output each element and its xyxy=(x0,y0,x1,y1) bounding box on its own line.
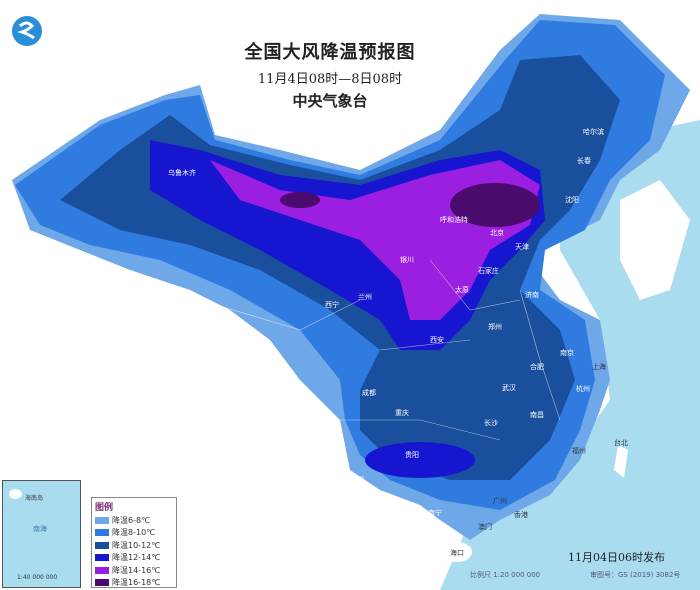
inset-sea-label: 南海 xyxy=(33,525,47,533)
cma-logo xyxy=(12,16,42,46)
legend-item: 降温14-16℃ xyxy=(95,564,173,577)
legend: 图例 降温6-8℃ 降温8-10℃ 降温10-12℃ 降温12-14℃ 降温14-16℃… xyxy=(91,497,177,588)
city-label: 贵阳 xyxy=(405,451,419,459)
cooling-12-14-area-south xyxy=(365,442,475,478)
city-label: 北京 xyxy=(490,229,504,237)
city-label: 合肥 xyxy=(530,363,544,371)
city-label: 乌鲁木齐 xyxy=(168,169,196,177)
legend-item: 降温8-10℃ xyxy=(95,527,173,540)
no-cooling-area xyxy=(30,240,340,450)
forecast-period: 11月4日08时—8日08时 xyxy=(257,72,403,87)
city-label: 哈尔滨 xyxy=(583,128,604,136)
legend-item: 降温12-14℃ xyxy=(95,552,173,565)
legend-swatch xyxy=(95,516,109,524)
legend-label: 降温8-10℃ xyxy=(112,528,156,538)
legend-label: 降温10-12℃ xyxy=(112,540,161,550)
legend-item: 降温16-18℃ xyxy=(95,577,173,590)
city-label: 拉萨 xyxy=(212,366,226,374)
city-label: 沈阳 xyxy=(565,196,579,204)
city-label: 澳门 xyxy=(478,523,492,531)
legend-title: 图例 xyxy=(95,503,114,513)
legend-item: 降温6-8℃ xyxy=(95,514,173,527)
taiwan-island xyxy=(614,445,628,478)
map-approval-number: 审图号：GS (2019) 3082号 xyxy=(590,571,681,579)
city-label: 上海 xyxy=(592,363,606,371)
city-label: 呼和浩特 xyxy=(440,216,468,224)
city-label: 南宁 xyxy=(428,509,442,517)
city-label: 香港 xyxy=(514,511,528,519)
legend-label: 降温12-14℃ xyxy=(112,553,161,563)
city-label: 石家庄 xyxy=(478,267,499,275)
city-label: 广州 xyxy=(493,497,507,505)
city-label: 西宁 xyxy=(325,301,339,309)
city-label: 兰州 xyxy=(358,293,372,301)
hainan-island xyxy=(442,542,472,562)
legend-swatch xyxy=(95,541,109,549)
city-label: 武汉 xyxy=(502,384,516,392)
cooling-16-18-area xyxy=(450,183,540,227)
city-label: 西安 xyxy=(430,336,444,344)
south-china-sea-inset: 海南岛 南海 1:40 000 000 xyxy=(2,480,81,588)
issuer: 中央气象台 xyxy=(292,92,368,110)
city-label: 银川 xyxy=(400,256,414,264)
legend-item: 降温10-12℃ xyxy=(95,539,173,552)
map-scale: 比例尺 1:20 000 000 xyxy=(470,571,541,579)
city-label: 海口 xyxy=(450,549,464,557)
city-label: 杭州 xyxy=(576,385,590,393)
province-borders xyxy=(199,259,561,441)
city-label: 长沙 xyxy=(484,419,498,427)
inset-island-label: 海南岛 xyxy=(25,495,44,502)
legend-swatch xyxy=(95,579,109,587)
korea-land xyxy=(620,180,690,300)
city-label: 成都 xyxy=(362,389,376,397)
city-label: 南京 xyxy=(560,349,574,357)
city-label: 南昌 xyxy=(530,411,544,419)
legend-swatch xyxy=(95,529,109,537)
city-label: 长春 xyxy=(577,157,591,165)
city-label: 济南 xyxy=(525,291,539,299)
map-title: 全国大风降温预报图 xyxy=(244,42,416,63)
city-label: 太原 xyxy=(455,286,469,294)
city-label: 昆明 xyxy=(350,476,364,484)
issue-time: 11月04日06时发布 xyxy=(568,551,665,564)
legend-swatch xyxy=(95,554,109,562)
inset-hainan-island xyxy=(9,489,22,499)
legend-label: 降温14-16℃ xyxy=(112,565,161,575)
legend-swatch xyxy=(95,566,109,574)
map-title-block: 全国大风降温预报图 11月4日08时—8日08时 中央气象台 xyxy=(220,38,440,111)
city-label: 天津 xyxy=(515,243,529,251)
legend-label: 降温6-8℃ xyxy=(112,515,151,525)
city-label: 郑州 xyxy=(488,323,502,331)
cooling-16-18-area-west xyxy=(280,192,320,208)
city-label: 福州 xyxy=(572,447,586,455)
inset-scale: 1:40 000 000 xyxy=(17,574,58,581)
legend-label: 降温16-18℃ xyxy=(112,578,161,588)
city-label: 重庆 xyxy=(395,409,409,417)
city-label: 台北 xyxy=(614,439,628,447)
